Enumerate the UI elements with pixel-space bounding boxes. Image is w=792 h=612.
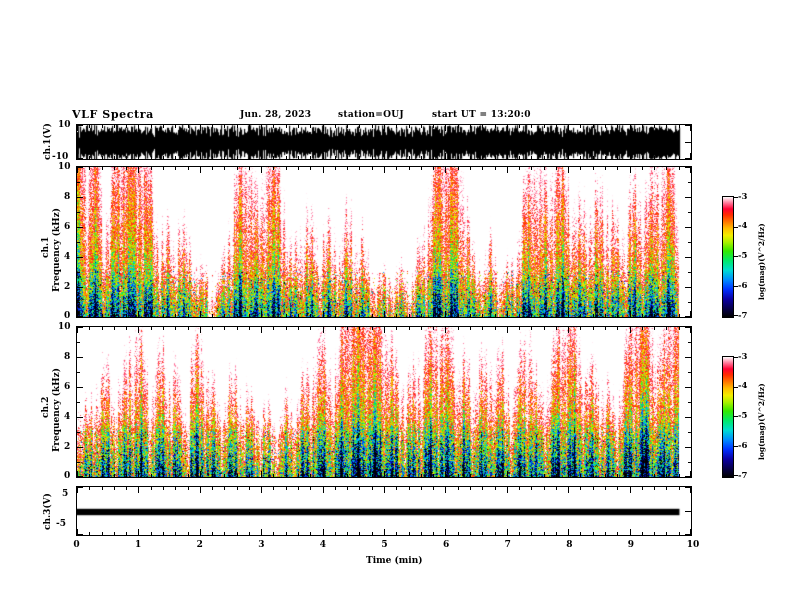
- x-tick-3: 3: [258, 540, 265, 550]
- colorbar-ch2-tick-neg4: -4: [738, 381, 748, 391]
- colorbar-ch1: [722, 196, 738, 318]
- ch1-freq-tick-6: 6: [64, 222, 71, 232]
- ch3-axis-label: ch.3(V): [43, 493, 53, 530]
- colorbar-ch2-label: log(mag)(V^2/Hz): [757, 383, 766, 460]
- colorbar-ch2-tick-neg7: -7: [738, 471, 748, 481]
- x-tick-5: 5: [381, 540, 388, 550]
- start-ut-label: start UT = 13:20:0: [432, 110, 531, 120]
- colorbar-ch1-label: log(mag)(V^2/Hz): [757, 223, 766, 300]
- ch2-spectrogram-image: [77, 327, 691, 477]
- colorbar-ch1-tick-neg3: -3: [738, 192, 748, 202]
- ch2-spectrogram-axis-label: Frequency (kHz): [52, 367, 62, 452]
- ch3-tick-neg5: -5: [56, 519, 66, 529]
- ch1-freq-tick-8: 8: [64, 192, 71, 202]
- ch1-axis-label: ch.1(V): [43, 123, 53, 160]
- station-label: station=OUJ: [338, 110, 404, 120]
- colorbar-ch1-tick-neg7: -7: [738, 311, 748, 321]
- ch2-freq-tick-4: 4: [64, 412, 71, 422]
- ch1-spectrogram-axis-name: ch.1: [41, 236, 51, 258]
- ch3-waveform-trace: [77, 487, 691, 535]
- figure-title: VLF Spectra: [72, 108, 154, 121]
- ch1-spectrogram-axis-label: Frequency (kHz): [52, 207, 62, 292]
- colorbar-ch2-tick-neg3: -3: [738, 352, 748, 362]
- ch1-freq-tick-0: 0: [64, 311, 71, 321]
- ch1-waveform-panel: [76, 124, 692, 160]
- x-tick-7: 7: [504, 540, 511, 550]
- x-tick-2: 2: [196, 540, 203, 550]
- ch1-freq-tick-2: 2: [64, 282, 71, 292]
- ch2-freq-tick-2: 2: [64, 442, 71, 452]
- ch1-tick-10: 10: [58, 120, 71, 130]
- ch1-freq-tick-4: 4: [64, 252, 71, 262]
- colorbar-ch2-tick-neg6: -6: [738, 441, 748, 451]
- ch2-spectrogram-panel: [76, 326, 692, 478]
- colorbar-ch1-tick-neg5: -5: [738, 251, 748, 261]
- ch3-tick-5: 5: [62, 489, 69, 499]
- ch3-waveform-panel: [76, 486, 692, 536]
- x-tick-4: 4: [319, 540, 327, 550]
- figure-date: Jun. 28, 2023: [240, 110, 312, 120]
- colorbar-ch1-tick-neg6: -6: [738, 281, 748, 291]
- ch2-freq-tick-10: 10: [58, 322, 71, 332]
- ch2-freq-tick-6: 6: [64, 382, 71, 392]
- ch2-spectrogram-axis-name: ch.2: [41, 396, 51, 418]
- x-tick-1: 1: [135, 540, 142, 550]
- x-tick-6: 6: [443, 540, 450, 550]
- ch1-spectrogram-panel: [76, 166, 692, 318]
- ch1-freq-tick-10: 10: [58, 162, 71, 172]
- x-axis-label: Time (min): [366, 556, 423, 566]
- x-tick-0: 0: [73, 540, 80, 550]
- ch1-spectrogram-image: [77, 167, 691, 317]
- x-tick-9: 9: [627, 540, 635, 550]
- ch2-freq-tick-0: 0: [64, 471, 71, 481]
- colorbar-ch2: [722, 356, 738, 478]
- x-tick-10: 10: [686, 540, 700, 550]
- x-tick-8: 8: [566, 540, 573, 550]
- colorbar-ch2-tick-neg5: -5: [738, 411, 748, 421]
- ch2-freq-tick-8: 8: [64, 352, 71, 362]
- ch1-tick-neg10: -10: [52, 152, 69, 162]
- colorbar-ch1-tick-neg4: -4: [738, 221, 748, 231]
